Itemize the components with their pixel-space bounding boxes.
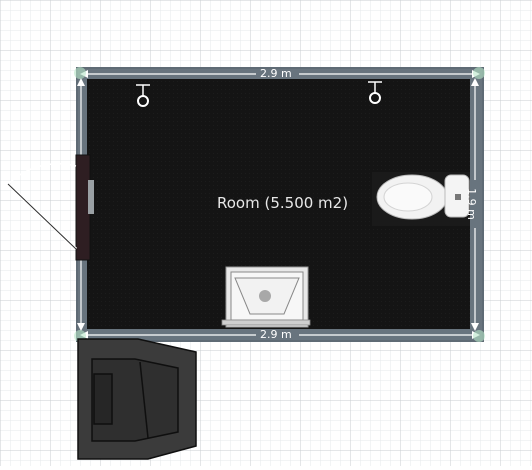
dimension-line-right xyxy=(471,78,479,331)
toilet[interactable] xyxy=(372,172,470,226)
dimension-label-right: 1.9 m xyxy=(464,188,478,220)
corner-handles[interactable] xyxy=(74,67,485,342)
door[interactable] xyxy=(6,154,94,261)
wall-light-right[interactable] xyxy=(368,81,382,104)
dimension-label-top: 2.9 m xyxy=(260,67,292,80)
dimension-label-bottom: 2.9 m xyxy=(260,328,292,341)
wall-light-left[interactable] xyxy=(136,84,150,107)
armchair[interactable] xyxy=(77,338,197,460)
room-label[interactable]: Room (5.500 m2) xyxy=(217,194,349,212)
sink[interactable] xyxy=(221,266,311,328)
